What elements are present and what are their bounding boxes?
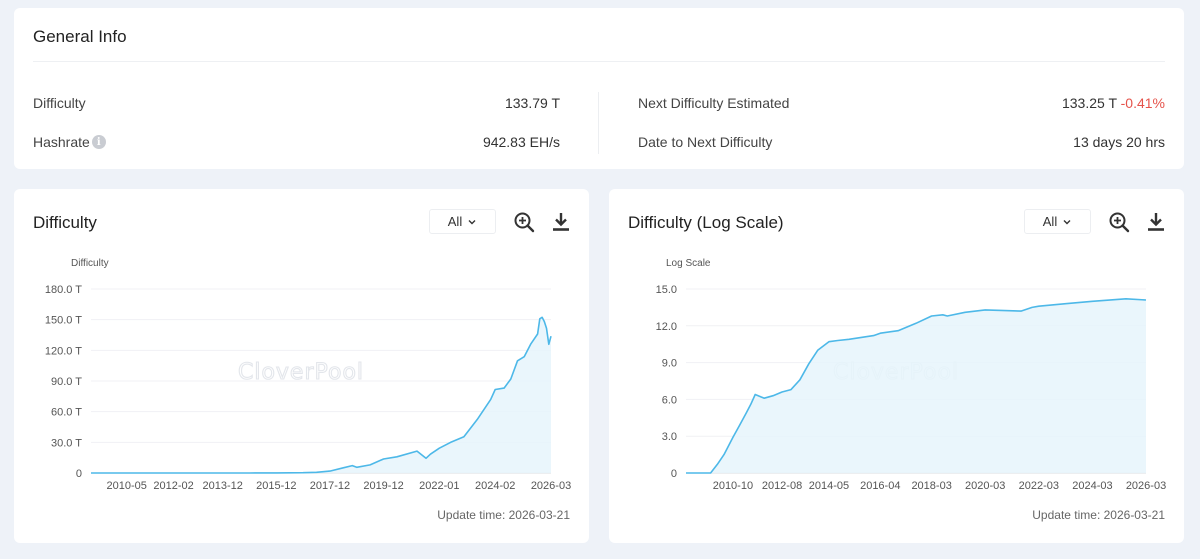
chart-title: Difficulty [33, 213, 97, 232]
date-to-next-row: Date to Next Difficulty 13 days 20 hrs [638, 134, 1165, 150]
next-difficulty-row: Next Difficulty Estimated 133.25 T -0.41… [638, 95, 1165, 111]
hashrate-label: Hashrate [33, 134, 90, 150]
y-tick-label: 60.0 T [51, 407, 82, 419]
y-tick-label: 150.0 T [45, 315, 82, 327]
difficulty-label: Difficulty [33, 95, 86, 111]
x-tick-label: 2010-10 [713, 480, 753, 492]
y-tick-label: 30.0 T [51, 437, 82, 449]
general-info-title: General Info [33, 27, 127, 46]
y-tick-label: 180.0 T [45, 284, 82, 296]
x-tick-label: 2022-03 [1019, 480, 1059, 492]
x-tick-label: 2015-12 [256, 480, 296, 492]
range-select[interactable]: All [1024, 209, 1091, 234]
zoom-in-icon[interactable] [513, 211, 535, 233]
chevron-down-icon [468, 219, 476, 224]
y-tick-label: 3.0 [662, 431, 677, 443]
y-tick-label: 120.0 T [45, 345, 82, 357]
y-tick-label: 15.0 [656, 284, 677, 296]
x-tick-label: 2024-03 [1072, 480, 1112, 492]
update-time: Update time: 2026-03-21 [1032, 508, 1165, 522]
y-tick-label: 6.0 [662, 394, 677, 406]
difficulty-row: Difficulty 133.79 T [33, 95, 560, 111]
next-difficulty-value-group: 133.25 T -0.41% [1062, 95, 1165, 111]
update-time: Update time: 2026-03-21 [437, 508, 570, 522]
series-line [91, 316, 552, 474]
x-tick-label: 2020-03 [965, 480, 1005, 492]
difficulty-log-plot: Log Scale03.06.09.012.015.0CloverPool201… [656, 258, 1167, 492]
difficulty-plot: Difficulty 0 30.0 T 60.0 T 90.0 T 120.0 T 150.… [45, 258, 571, 492]
date-to-next-label: Date to Next Difficulty [638, 134, 773, 150]
chevron-down-icon [1063, 219, 1071, 224]
x-tick-label: 2013-12 [203, 480, 243, 492]
series-area [686, 298, 1146, 473]
y-axis-label: Log Scale [666, 258, 711, 269]
y-tick-label: 0 [76, 468, 82, 480]
range-select[interactable]: All [429, 209, 496, 234]
x-tick-label: 2024-02 [475, 480, 515, 492]
hashrate-row: Hashrate i 942.83 EH/s [33, 134, 560, 150]
x-tick-label: 2010-05 [107, 480, 147, 492]
next-difficulty-value: 133.25 T [1061, 95, 1117, 111]
x-tick-label: 2026-03 [531, 480, 571, 492]
y-tick-label: 90.0 T [51, 376, 82, 388]
x-tick-label: 2026-03 [1126, 480, 1166, 492]
difficulty-log-chart-card: Difficulty (Log Scale) All Log Scale 0 3.0… [609, 189, 1184, 543]
x-tick-label: 2012-02 [153, 480, 193, 492]
general-info-divider [33, 61, 1165, 62]
download-icon[interactable] [550, 211, 572, 233]
watermark: CloverPool [238, 360, 364, 385]
general-info-card: General Info Difficulty 133.79 T Hashrat… [14, 8, 1184, 169]
next-difficulty-label: Next Difficulty Estimated [638, 95, 790, 111]
y-tick-label: 9.0 [662, 358, 677, 370]
x-tick-label: 2012-08 [762, 480, 802, 492]
range-select-value: All [447, 214, 463, 229]
x-tick-label: 2022-01 [419, 480, 459, 492]
info-column-divider [598, 92, 599, 154]
x-tick-label: 2019-12 [363, 480, 403, 492]
series-line [686, 298, 1147, 474]
next-difficulty-change: -0.41% [1120, 95, 1165, 111]
x-tick-label: 2016-04 [860, 480, 900, 492]
y-axis-label: Difficulty [71, 258, 109, 269]
hashrate-value: 942.83 EH/s [482, 134, 560, 150]
series-area [91, 317, 551, 473]
difficulty-chart-card: Difficulty All Difficulty 0 30.0 T 60.0 T 90… [14, 189, 589, 543]
x-tick-label: 2018-03 [911, 480, 951, 492]
y-tick-label: 0 [671, 468, 677, 480]
download-icon[interactable] [1145, 211, 1167, 233]
y-tick-label: 12.0 [656, 321, 677, 333]
difficulty-value: 133.79 T [504, 95, 560, 111]
date-to-next-value: 13 days 20 hrs [1073, 134, 1165, 150]
info-icon[interactable]: i [91, 135, 106, 149]
chart-title: Difficulty (Log Scale) [628, 213, 784, 232]
zoom-in-icon[interactable] [1108, 211, 1130, 233]
range-select-value: All [1042, 214, 1058, 229]
x-tick-label: 2017-12 [310, 480, 350, 492]
hashrate-label-group: Hashrate i [33, 134, 106, 150]
x-tick-label: 2014-05 [809, 480, 849, 492]
